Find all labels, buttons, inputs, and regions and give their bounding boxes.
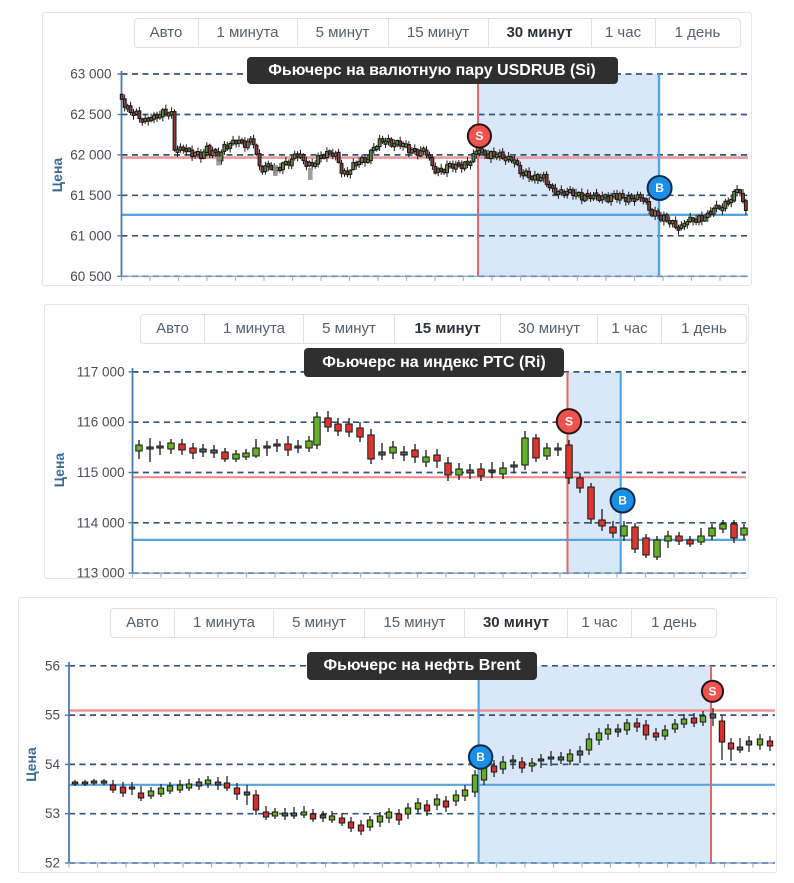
svg-text:113 000: 113 000	[77, 566, 125, 581]
svg-text:115 000: 115 000	[77, 465, 125, 480]
svg-text:S: S	[708, 685, 716, 699]
svg-text:52: 52	[45, 856, 60, 871]
svg-text:B: B	[618, 494, 627, 508]
svg-text:61 500: 61 500	[70, 188, 111, 203]
svg-text:116 000: 116 000	[77, 415, 125, 430]
svg-text:54: 54	[45, 757, 61, 772]
svg-text:63 000: 63 000	[70, 67, 111, 82]
svg-text:62 000: 62 000	[70, 147, 111, 162]
svg-text:117 000: 117 000	[77, 364, 125, 379]
svg-text:Цена: Цена	[23, 747, 39, 782]
svg-text:114 000: 114 000	[77, 515, 125, 530]
svg-text:B: B	[476, 750, 485, 764]
svg-text:Цена: Цена	[51, 453, 67, 488]
svg-text:53: 53	[45, 806, 60, 821]
svg-text:S: S	[475, 129, 483, 143]
svg-text:Цена: Цена	[49, 158, 65, 193]
svg-text:60 500: 60 500	[70, 269, 111, 284]
svg-text:62 500: 62 500	[70, 107, 111, 122]
svg-text:55: 55	[45, 708, 60, 723]
svg-text:56: 56	[45, 658, 60, 673]
svg-text:S: S	[565, 415, 573, 429]
svg-text:B: B	[655, 181, 664, 195]
svg-text:61 000: 61 000	[70, 228, 111, 243]
